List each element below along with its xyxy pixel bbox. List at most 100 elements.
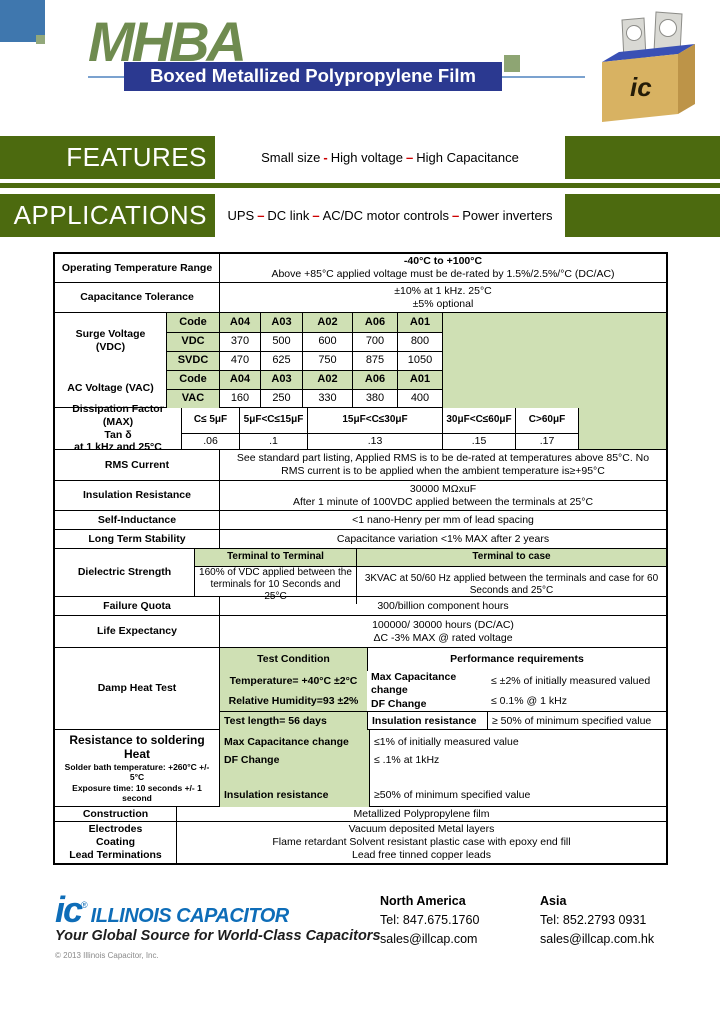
dielectric-grid: Terminal to Terminal Terminal to case 16… bbox=[195, 549, 666, 604]
damp-heat-conditions: Temperature= +40°C ±2°C Relative Humidit… bbox=[220, 671, 367, 711]
voltage-cell: 330 bbox=[302, 389, 352, 408]
label-dissipation-factor: Dissipation Factor (MAX) Tan δ at 1 kHz … bbox=[55, 403, 182, 453]
value-construction: Metallized Polypropylene film bbox=[353, 807, 490, 820]
label-operating-temperature: Operating Temperature Range bbox=[55, 254, 220, 282]
voltage-row-header: VAC bbox=[167, 389, 219, 408]
voltage-cell: 400 bbox=[397, 389, 442, 408]
contact-phone: Tel: 847.675.1760 bbox=[380, 913, 480, 927]
row-operating-temperature: Operating Temperature Range -40°C to +10… bbox=[55, 254, 666, 283]
contact-region-title: Asia bbox=[540, 894, 567, 908]
features-heading-text: FEATURES bbox=[66, 142, 207, 172]
values-materials: Vacuum deposited Metal layers Flame reta… bbox=[272, 823, 571, 861]
contact-asia: Asia Tel: 852.2793 0931 sales@illcap.com… bbox=[540, 892, 654, 949]
voltage-cell: 380 bbox=[352, 389, 397, 408]
value-insulation-resistance: 30000 MΩxuF After 1 minute of 100VDC app… bbox=[292, 482, 594, 508]
copyright-notice: © 2013 Illinois Capacitor, Inc. bbox=[55, 951, 159, 960]
voltage-cell: A01 bbox=[397, 370, 442, 389]
voltage-labels: Surge Voltage (VDC) AC Voltage (VAC) bbox=[55, 313, 167, 407]
row-long-term-stability: Long Term Stability Capacitance variatio… bbox=[55, 530, 666, 549]
row-failure-quota: Failure Quota 300/billion component hour… bbox=[55, 597, 666, 616]
soldering-grid: Max Capacitance change ≤1% of initially … bbox=[220, 730, 666, 807]
soldering-row2-name: DF Change bbox=[220, 754, 369, 783]
capacitor-image: ic bbox=[592, 6, 708, 129]
ac-voltage-label: AC Voltage (VAC) bbox=[67, 381, 154, 394]
damp-heat-condition-header: Test Condition bbox=[220, 648, 367, 671]
row-life-expectancy: Life Expectancy 100000/ 30000 hours (DC/… bbox=[55, 616, 666, 648]
contact-north-america: North America Tel: 847.675.1760 sales@il… bbox=[380, 892, 479, 949]
value-failure-quota: 300/billion component hours bbox=[377, 599, 509, 612]
voltage-cell: 800 bbox=[397, 332, 442, 351]
label-failure-quota: Failure Quota bbox=[55, 597, 220, 615]
voltage-cell: A01 bbox=[397, 313, 442, 332]
voltage-row-header: SVDC bbox=[167, 351, 219, 370]
row-dielectric-strength: Dielectric Strength Terminal to Terminal… bbox=[55, 549, 666, 604]
value-self-inductance: <1 nano-Henry per mm of lead spacing bbox=[352, 513, 534, 526]
row-insulation-resistance: Insulation Resistance 30000 MΩxuF After … bbox=[55, 481, 666, 511]
dash-separator: – bbox=[312, 208, 320, 223]
voltage-filler bbox=[442, 313, 666, 408]
voltage-cell: A02 bbox=[302, 370, 352, 389]
label-capacitance-tolerance: Capacitance Tolerance bbox=[55, 283, 220, 312]
dissipation-value: .13 bbox=[307, 433, 442, 449]
voltage-grid: Code A04 A03 A02 A06 A01 VDC 370 500 600… bbox=[167, 313, 666, 408]
value-life-expectancy: 100000/ 30000 hours (DC/AC) ΔC -3% MAX @… bbox=[372, 618, 514, 644]
corner-green-square bbox=[36, 35, 45, 44]
dissipation-header: C>60μF bbox=[515, 408, 578, 433]
value-operating-temperature: -40°C to +100°C Above +85°C applied volt… bbox=[271, 255, 615, 280]
label-life-expectancy: Life Expectancy bbox=[55, 616, 220, 647]
soldering-row2-value: ≤ .1% at 1kHz bbox=[369, 754, 666, 783]
voltage-cell: A02 bbox=[302, 313, 352, 332]
dissipation-value: .1 bbox=[239, 433, 307, 449]
features-bar-end bbox=[565, 136, 720, 179]
row-rms-current: RMS Current See standard part listing, A… bbox=[55, 450, 666, 481]
voltage-row-header: Code bbox=[167, 370, 219, 389]
voltage-cell: 875 bbox=[352, 351, 397, 370]
features-heading: FEATURES bbox=[0, 136, 215, 179]
ic-logo: ic bbox=[55, 889, 83, 930]
dash-separator: – bbox=[406, 150, 414, 165]
voltage-cell: 700 bbox=[352, 332, 397, 351]
voltage-cell: A03 bbox=[260, 370, 302, 389]
dissipation-value: .15 bbox=[442, 433, 515, 449]
voltage-cell: A06 bbox=[352, 370, 397, 389]
row-materials: Electrodes Coating Lead Terminations Vac… bbox=[55, 822, 666, 863]
dielectric-text-case: 3KVAC at 50/60 Hz applied between the te… bbox=[356, 566, 666, 604]
voltage-cell: 625 bbox=[260, 351, 302, 370]
row-voltage: Surge Voltage (VDC) AC Voltage (VAC) Cod… bbox=[55, 313, 666, 408]
features-bar: FEATURES Small size - High voltage – Hig… bbox=[0, 136, 720, 179]
damp-heat-grid: Test Condition Performance requirements … bbox=[220, 648, 666, 730]
dielectric-text-terminal: 160% of VDC applied between the terminal… bbox=[195, 566, 356, 604]
label-soldering-heat: Resistance to soldering Heat Solder bath… bbox=[55, 730, 220, 806]
contact-phone: Tel: 852.2793 0931 bbox=[540, 913, 647, 927]
dissipation-filler bbox=[578, 408, 666, 449]
title-banner: Boxed Metallized Polypropylene Film bbox=[124, 62, 502, 91]
bar-divider-strip bbox=[0, 183, 720, 188]
row-construction: Construction Metallized Polypropylene fi… bbox=[55, 807, 666, 822]
dielectric-header-terminal: Terminal to Terminal bbox=[195, 549, 356, 566]
banner-green-square bbox=[504, 55, 520, 72]
dissipation-header: 5μF<C≤15μF bbox=[239, 408, 307, 433]
dissipation-value: .17 bbox=[515, 433, 578, 449]
damp-heat-test-values: ≤ ±2% of initially measured valued ≤ 0.1… bbox=[491, 674, 651, 707]
value-capacitance-tolerance: ±10% at 1 kHz. 25°C ±5% optional bbox=[394, 284, 492, 310]
voltage-cell: 750 bbox=[302, 351, 352, 370]
damp-heat-test-length: Test length= 56 days bbox=[220, 711, 367, 730]
voltage-cell: A04 bbox=[219, 370, 260, 389]
voltage-cell: 250 bbox=[260, 389, 302, 408]
contact-email: sales@illcap.com bbox=[380, 932, 478, 946]
label-dielectric-strength: Dielectric Strength bbox=[55, 549, 195, 596]
label-long-term-stability: Long Term Stability bbox=[55, 530, 220, 548]
row-dissipation-factor: Dissipation Factor (MAX) Tan δ at 1 kHz … bbox=[55, 403, 666, 453]
product-title: MHBA bbox=[88, 10, 247, 73]
dissipation-value: .06 bbox=[182, 433, 239, 449]
damp-heat-row3-name: Insulation resistance bbox=[367, 711, 487, 730]
contact-email: sales@illcap.com.hk bbox=[540, 932, 655, 946]
label-damp-heat-test: Damp Heat Test bbox=[55, 648, 220, 729]
voltage-cell: A04 bbox=[219, 313, 260, 332]
labels-materials: Electrodes Coating Lead Terminations bbox=[55, 822, 177, 863]
voltage-cell: A06 bbox=[352, 313, 397, 332]
soldering-row3-name: Insulation resistance bbox=[220, 783, 369, 807]
dissipation-grid: C≤ 5μF 5μF<C≤15μF 15μF<C≤30μF 30μF<C≤60μ… bbox=[182, 408, 666, 449]
voltage-cell: A03 bbox=[260, 313, 302, 332]
value-long-term-stability: Capacitance variation <1% MAX after 2 ye… bbox=[336, 532, 550, 545]
